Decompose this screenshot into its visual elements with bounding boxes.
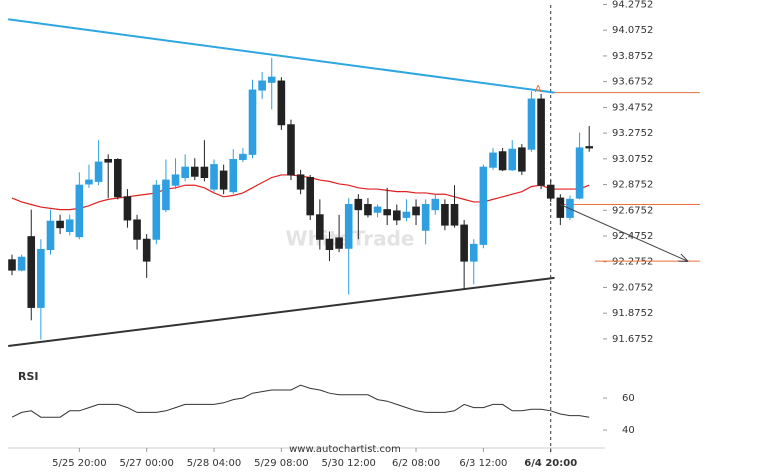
candle-body	[402, 211, 411, 218]
candle-body	[441, 204, 449, 226]
footer: www.autochartist.com	[289, 444, 401, 455]
candle-body	[267, 76, 276, 83]
candle-body	[133, 219, 141, 240]
trendline	[8, 276, 555, 347]
candle-body	[460, 224, 468, 262]
candle-body	[229, 158, 238, 193]
candle-body	[123, 196, 132, 221]
candle-body	[56, 220, 64, 229]
candle-body	[162, 179, 170, 211]
rsi-line	[11, 384, 590, 418]
candle-body	[498, 151, 507, 171]
candle-body	[287, 124, 295, 176]
x-tick-label: 5/25 20:00	[52, 458, 106, 469]
y-tick-label: 92.0752	[612, 282, 653, 293]
candle-body	[431, 198, 440, 211]
x-tick-label: 5/28 04:00	[187, 458, 241, 469]
y-tick-label: 92.2752	[612, 257, 653, 268]
candle-body	[508, 148, 517, 171]
candle-body	[344, 204, 353, 249]
candle-body	[104, 158, 113, 163]
y-tick-label: 93.2752	[612, 128, 653, 139]
y-tick-label: 92.6752	[612, 205, 653, 216]
candle-body	[17, 256, 26, 271]
candle-body	[421, 204, 430, 231]
y-tick-label: 91.6752	[612, 334, 653, 345]
candle-body	[518, 147, 526, 172]
candle-body	[114, 158, 122, 198]
y-tick-label: 91.8752	[612, 308, 653, 319]
candle-body	[37, 249, 45, 308]
candle-body	[556, 197, 565, 218]
y-tick-label: 93.0752	[612, 154, 653, 165]
x-tick-label: 6/3 12:00	[459, 458, 507, 469]
candle-body	[75, 184, 84, 238]
candle-body	[364, 204, 372, 216]
candle-body	[527, 98, 536, 150]
candle-body	[190, 166, 199, 177]
pattern-label: A	[535, 84, 542, 95]
candle-body	[316, 214, 324, 240]
candle-body	[585, 146, 594, 149]
candle-body	[354, 198, 363, 211]
candle-body	[171, 174, 180, 186]
candle-body	[373, 206, 382, 213]
candle-body	[537, 98, 545, 186]
candle-body	[200, 166, 209, 178]
trendline	[8, 18, 555, 94]
candle-body	[469, 243, 478, 262]
candle-body	[248, 89, 257, 155]
y-tick-label: 60	[622, 393, 635, 404]
candle-body	[142, 238, 151, 262]
candle-body	[210, 164, 218, 190]
y-tick-label: 93.4752	[612, 102, 653, 113]
candle-body	[546, 184, 555, 199]
forecast-arrow	[560, 204, 687, 262]
candle-body	[181, 166, 189, 178]
candle-body	[412, 206, 420, 216]
y-tick-label: 93.6752	[612, 77, 653, 88]
x-tick-label: 5/30 12:00	[321, 458, 375, 469]
candle-body	[239, 153, 247, 160]
y-tick-label: 40	[622, 425, 635, 436]
candle-body	[258, 80, 266, 91]
y-tick-label: 94.2752	[612, 0, 653, 10]
y-tick-label: 92.8752	[612, 180, 653, 191]
x-tick-label: 5/29 08:00	[254, 458, 308, 469]
candle-body	[393, 210, 401, 221]
candle-body	[8, 259, 16, 271]
candle-body	[219, 170, 228, 190]
candle-body	[296, 174, 305, 190]
candle-body	[306, 177, 315, 216]
x-tick-label: 6/4 20:00	[524, 458, 577, 469]
x-tick-label: 6/2 08:00	[392, 458, 440, 469]
y-tick-label: 93.8752	[612, 51, 653, 62]
y-tick-label: 94.0752	[612, 25, 653, 36]
candle-body	[152, 184, 161, 240]
candle-body	[575, 147, 584, 199]
candle-body	[489, 152, 497, 168]
candle-body	[85, 179, 93, 185]
candle-body	[450, 204, 459, 226]
x-tick-label: 5/27 00:00	[119, 458, 173, 469]
candle-body	[325, 238, 334, 251]
candle-body	[65, 219, 74, 233]
candle-body	[277, 80, 286, 126]
rsi-label: RSI	[18, 370, 39, 383]
candle-body	[479, 166, 488, 245]
candle-body	[335, 237, 343, 249]
candle-body	[27, 236, 36, 308]
candle-body	[94, 161, 103, 182]
candle-body	[383, 209, 391, 216]
candle-body	[46, 220, 55, 251]
